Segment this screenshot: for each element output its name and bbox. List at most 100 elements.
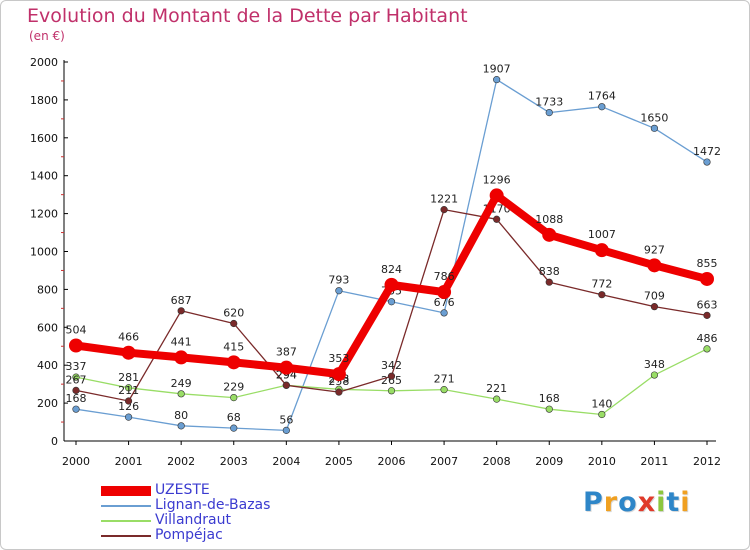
y-tick-label: 200: [37, 397, 58, 410]
data-point: [594, 243, 609, 258]
data-label: 211: [118, 384, 139, 397]
data-label: 267: [66, 373, 87, 386]
data-label: 772: [591, 278, 612, 291]
data-label: 271: [434, 373, 455, 386]
data-point: [124, 413, 133, 421]
data-label: 265: [381, 374, 402, 387]
data-label: 1007: [588, 228, 616, 241]
legend-label: Lignan-de-Bazas: [155, 497, 271, 513]
data-label: 838: [539, 265, 560, 278]
data-point: [493, 395, 501, 403]
data-point: [703, 311, 711, 319]
data-label: 140: [591, 397, 612, 410]
y-tick-label: 400: [37, 359, 58, 372]
data-label: 281: [118, 371, 139, 384]
x-tick-label: 2012: [693, 455, 721, 468]
data-label: 353: [328, 352, 349, 365]
data-point: [647, 258, 662, 273]
data-label: 620: [223, 307, 244, 320]
legend-swatch: [101, 534, 151, 537]
logo-letter: x: [637, 487, 657, 518]
data-point: [440, 206, 448, 214]
data-point: [489, 188, 504, 203]
legend-label: Pompéjac: [155, 527, 223, 543]
x-tick-label: 2005: [325, 455, 353, 468]
x-tick-label: 2003: [220, 455, 248, 468]
logo-letter: r: [603, 487, 619, 518]
chart-title: Evolution du Montant de la Dette par Hab…: [27, 5, 468, 27]
data-point: [650, 124, 659, 132]
data-label: 793: [328, 274, 349, 287]
data-point: [226, 355, 241, 370]
data-label: 126: [118, 400, 139, 413]
data-point: [598, 103, 606, 111]
data-point: [335, 388, 343, 396]
y-tick-label: 0: [51, 435, 58, 448]
y-tick-label: 1600: [30, 132, 58, 145]
logo-letter: i: [680, 487, 691, 518]
data-label: 676: [434, 296, 455, 309]
y-tick-label: 1200: [30, 208, 58, 221]
data-label: 1907: [483, 63, 511, 76]
legend-item: Villandraut: [101, 513, 321, 528]
data-point: [279, 360, 294, 375]
data-point: [598, 291, 606, 299]
data-point: [493, 76, 501, 84]
legend-label: UZESTE: [155, 482, 210, 498]
data-label: 221: [486, 382, 507, 395]
legend-item: UZESTE: [101, 483, 321, 498]
data-point: [440, 386, 448, 394]
data-point: [124, 384, 133, 392]
data-label: 663: [697, 298, 718, 311]
data-point: [335, 287, 343, 295]
data-point: [72, 386, 80, 395]
data-label: 441: [171, 335, 192, 348]
x-tick-label: 2006: [378, 455, 406, 468]
data-label: 56: [279, 413, 293, 426]
data-label: 80: [174, 409, 188, 422]
logo-letter: i: [656, 487, 667, 518]
data-label: 229: [223, 381, 244, 394]
x-tick-label: 2001: [115, 455, 143, 468]
data-point: [440, 309, 448, 317]
y-tick-label: 2000: [30, 56, 58, 69]
data-point: [72, 405, 80, 413]
x-tick-label: 2004: [272, 455, 300, 468]
data-point: [703, 158, 711, 166]
data-point: [177, 422, 185, 430]
data-point: [69, 338, 83, 353]
data-label: 415: [223, 340, 244, 353]
legend-swatch: [101, 504, 151, 507]
data-label: 855: [697, 257, 718, 270]
data-label: 68: [227, 411, 241, 424]
x-tick-label: 2002: [167, 455, 195, 468]
data-point: [545, 405, 553, 413]
legend-label: Villandraut: [155, 512, 231, 528]
data-point: [230, 424, 238, 432]
data-label: 387: [276, 346, 297, 359]
data-point: [387, 298, 396, 306]
data-point: [174, 350, 189, 365]
data-label: 824: [381, 263, 402, 276]
data-point: [700, 271, 714, 286]
data-point: [598, 410, 606, 419]
data-label: 504: [66, 323, 87, 336]
data-label: 687: [171, 294, 192, 307]
logo-letter: o: [618, 487, 638, 518]
x-tick-label: 2008: [483, 455, 511, 468]
data-label: 1650: [640, 111, 668, 124]
data-label: 342: [381, 359, 402, 372]
data-label: 709: [644, 290, 665, 303]
data-point: [384, 277, 399, 292]
data-point: [387, 387, 396, 395]
data-label: 168: [66, 392, 87, 405]
data-label: 1764: [588, 90, 616, 103]
data-point: [650, 303, 659, 311]
data-point: [493, 215, 501, 223]
data-point: [177, 390, 185, 398]
data-point: [545, 108, 553, 117]
data-point: [650, 371, 659, 379]
data-point: [437, 285, 452, 300]
data-point: [545, 278, 553, 286]
